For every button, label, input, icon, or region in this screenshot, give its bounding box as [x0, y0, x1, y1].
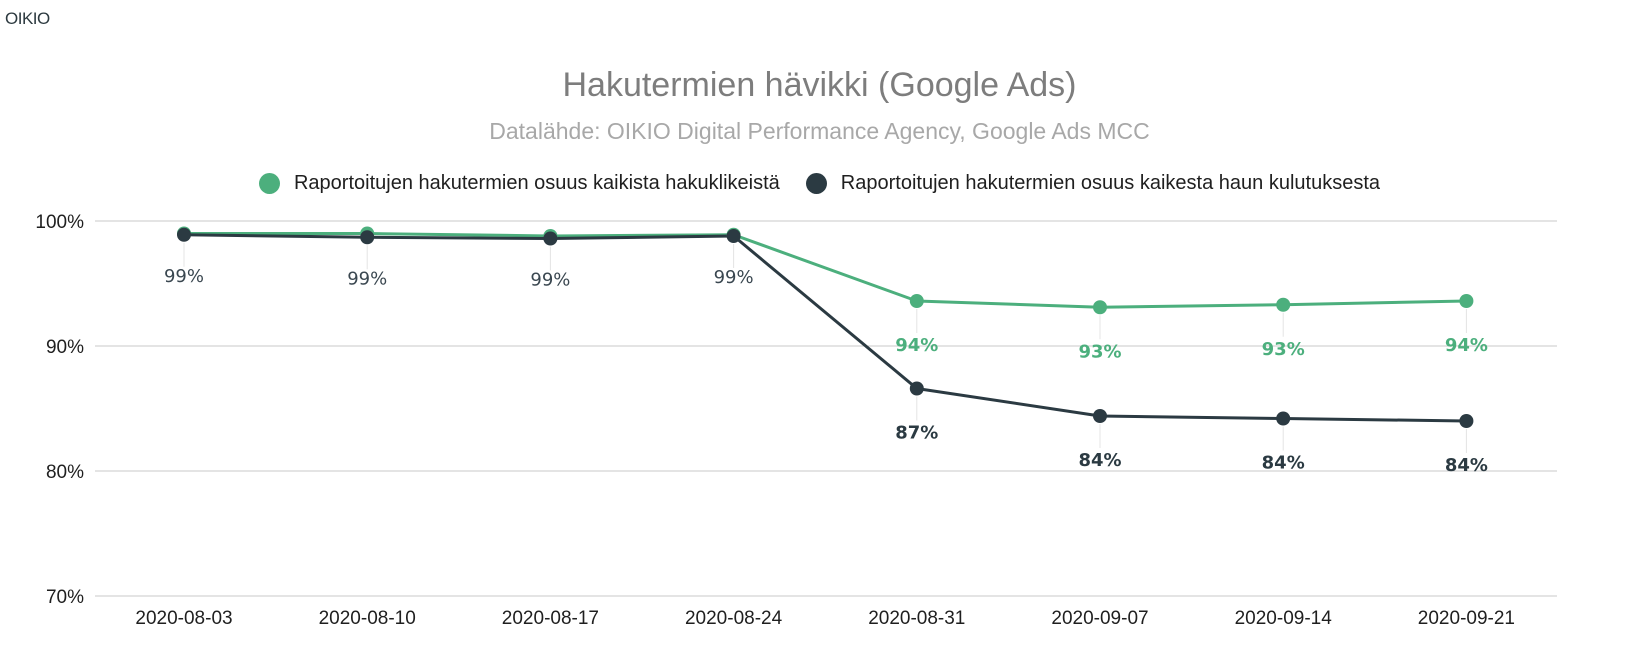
data-label-spend: 87% [895, 423, 938, 444]
data-point-spend[interactable] [1276, 411, 1291, 426]
chart-subtitle: Datalähde: OIKIO Digital Performance Age… [489, 118, 1150, 144]
legend-item-clicks[interactable]: Raportoitujen hakutermien osuus kaikista… [258, 172, 780, 195]
data-label-spend: 84% [1445, 455, 1488, 476]
y-tick-label: 100% [35, 212, 84, 233]
y-tick-label: 70% [46, 587, 84, 608]
x-tick-label: 2020-08-24 [685, 608, 783, 629]
x-tick-label: 2020-08-17 [502, 608, 599, 629]
data-point-spend[interactable] [1459, 414, 1474, 428]
chart-title: Hakutermien hävikki (Google Ads) [562, 66, 1077, 104]
data-label-spend: 99% [164, 266, 204, 287]
data-label-spend: 99% [347, 268, 387, 289]
data-point-spend[interactable] [1093, 409, 1107, 423]
x-tick-label: 2020-08-10 [319, 608, 416, 629]
data-label-spend: 84% [1078, 450, 1121, 471]
legend-swatch-clicks [258, 173, 280, 194]
series-line-clicks [184, 232, 1467, 309]
data-label-clicks: 94% [895, 335, 938, 356]
x-tick-label: 2020-09-14 [1235, 608, 1333, 629]
data-label-spend: 99% [714, 267, 754, 288]
brand-logo: OIKIO [5, 9, 50, 28]
data-point-spend[interactable] [543, 231, 558, 246]
data-point-clicks[interactable] [1459, 294, 1474, 308]
data-point-spend[interactable] [177, 227, 191, 242]
data-label-clicks: 93% [1262, 339, 1305, 360]
data-point-spend[interactable] [909, 381, 924, 396]
data-label-clicks: 93% [1078, 341, 1121, 362]
data-label-spend: 84% [1262, 453, 1305, 474]
data-label-spend: 99% [530, 270, 570, 291]
legend-item-spend[interactable]: Raportoitujen hakutermien osuus kaikesta… [805, 172, 1381, 195]
x-tick-label: 2020-09-07 [1051, 608, 1148, 629]
chart-legend: Raportoitujen hakutermien osuus kaikista… [0, 172, 1639, 195]
y-tick-label: 80% [46, 462, 84, 483]
x-tick-label: 2020-09-21 [1418, 608, 1515, 629]
legend-label-spend: Raportoitujen hakutermien osuus kaikesta… [840, 172, 1381, 194]
y-tick-label: 90% [46, 337, 84, 358]
data-label-clicks: 94% [1445, 335, 1488, 356]
data-point-clicks[interactable] [1093, 300, 1107, 315]
legend-label-clicks: Raportoitujen hakutermien osuus kaikista… [293, 172, 780, 194]
data-point-clicks[interactable] [1276, 297, 1291, 312]
data-point-spend[interactable] [726, 229, 741, 243]
series-line-spend [183, 233, 1467, 423]
data-point-clicks[interactable] [909, 294, 924, 308]
data-point-spend[interactable] [360, 230, 375, 245]
legend-swatch-spend [805, 173, 827, 194]
x-tick-label: 2020-08-03 [135, 608, 232, 629]
x-tick-label: 2020-08-31 [868, 608, 965, 629]
